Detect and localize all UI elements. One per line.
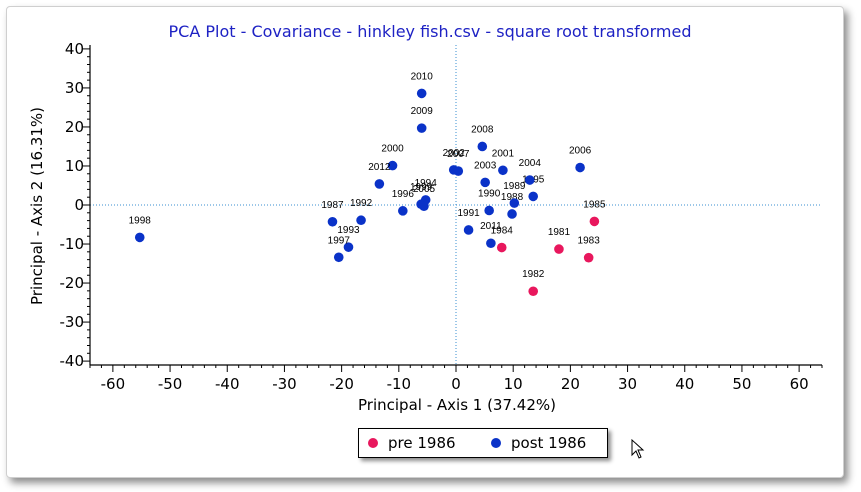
point-label: 1992 bbox=[350, 198, 373, 209]
point-label: 2001 bbox=[492, 148, 515, 159]
chart-panel bbox=[6, 6, 844, 478]
x-tick-label: -20 bbox=[329, 375, 354, 393]
legend-marker-post-1986 bbox=[491, 438, 501, 448]
plot-area: -60 -50 -40 -30 -20 -10 0 10 20 30 40 50 60 -40 -30 -20… bbox=[60, 40, 823, 393]
x-tick-label: 0 bbox=[451, 375, 461, 393]
x-tick-label: 40 bbox=[675, 375, 694, 393]
data-point bbox=[509, 198, 520, 208]
data-point bbox=[134, 232, 145, 243]
data-point bbox=[496, 242, 507, 253]
point-label: 2002 bbox=[443, 148, 466, 159]
data-point bbox=[419, 201, 429, 211]
data-point bbox=[416, 123, 427, 133]
data-point bbox=[528, 286, 539, 297]
data-point bbox=[463, 225, 474, 235]
point-label: 1990 bbox=[478, 188, 501, 199]
legend-label-post-1986: post 1986 bbox=[511, 434, 587, 452]
point-label: 1999 bbox=[410, 182, 433, 193]
point-label: 1996 bbox=[392, 189, 415, 200]
chart-legend: pre 1986 post 1986 bbox=[358, 428, 608, 458]
point-label: 2006 bbox=[569, 146, 592, 157]
legend-label-pre-1986: pre 1986 bbox=[388, 434, 456, 452]
point-label: 1989 bbox=[503, 181, 526, 192]
data-point bbox=[583, 252, 594, 263]
y-tick-label: 0 bbox=[74, 196, 84, 214]
point-label: 2004 bbox=[519, 158, 542, 169]
point-label: 2008 bbox=[471, 124, 494, 135]
data-point bbox=[477, 141, 488, 152]
x-tick-label: -10 bbox=[387, 375, 412, 393]
data-point bbox=[524, 175, 535, 185]
data-point bbox=[416, 88, 427, 99]
point-label: 1987 bbox=[321, 200, 344, 211]
point-label: 2012 bbox=[368, 162, 391, 173]
point-label: 1991 bbox=[457, 208, 480, 219]
point-label: 1993 bbox=[337, 225, 360, 236]
y-axis-label: Principal - Axis 2 (16.31%) bbox=[28, 107, 46, 305]
y-tick-label: -10 bbox=[60, 235, 85, 253]
y-tick-label: 10 bbox=[65, 157, 84, 175]
point-label: 1998 bbox=[129, 215, 152, 226]
data-point bbox=[327, 216, 338, 227]
legend-item-pre-1986: pre 1986 bbox=[368, 433, 456, 453]
data-point bbox=[398, 206, 408, 216]
point-label: 2007 bbox=[447, 149, 470, 160]
data-point bbox=[498, 165, 508, 176]
data-point bbox=[554, 244, 564, 254]
legend-marker-pre-1986 bbox=[368, 438, 378, 448]
y-tick-label: 40 bbox=[65, 40, 84, 58]
x-tick-label: 50 bbox=[732, 375, 751, 393]
x-tick-label: 10 bbox=[504, 375, 523, 393]
point-label: 1988 bbox=[501, 192, 524, 203]
y-tick-label: -30 bbox=[60, 313, 85, 331]
mouse-pointer-icon bbox=[631, 439, 645, 459]
point-label: 1983 bbox=[578, 236, 601, 247]
legend-item-post-1986: post 1986 bbox=[491, 433, 586, 453]
data-point bbox=[486, 238, 496, 249]
point-label: 2009 bbox=[411, 106, 434, 117]
x-tick-label: -60 bbox=[101, 375, 126, 393]
point-label: 1982 bbox=[522, 269, 545, 280]
x-axis-label: Principal - Axis 1 (37.42%) bbox=[358, 396, 556, 414]
data-point bbox=[343, 242, 354, 252]
point-label: 1997 bbox=[328, 235, 351, 246]
data-point bbox=[484, 205, 494, 216]
data-point bbox=[589, 216, 600, 227]
point-label: 1985 bbox=[583, 199, 606, 210]
x-tick-label: -50 bbox=[158, 375, 183, 393]
data-point bbox=[374, 179, 385, 189]
data-point bbox=[575, 162, 585, 173]
point-label: 2010 bbox=[411, 71, 434, 82]
data-point bbox=[356, 215, 366, 226]
y-tick-label: -20 bbox=[60, 274, 85, 292]
x-tick-label: -40 bbox=[215, 375, 240, 393]
point-label: 2011 bbox=[480, 221, 502, 232]
point-label: 2000 bbox=[381, 144, 404, 155]
x-tick-label: -30 bbox=[272, 375, 297, 393]
y-tick-label: -40 bbox=[60, 352, 85, 370]
point-label: 1984 bbox=[491, 226, 514, 237]
y-tick-label: 30 bbox=[65, 79, 84, 97]
data-point bbox=[507, 209, 517, 219]
x-tick-label: 20 bbox=[561, 375, 580, 393]
y-tick-label: 20 bbox=[65, 118, 84, 136]
chart-title: PCA Plot - Covariance - hinkley fish.csv… bbox=[169, 22, 692, 41]
x-tick-label: 30 bbox=[618, 375, 637, 393]
point-label: 2005 bbox=[413, 184, 436, 195]
data-point bbox=[453, 166, 464, 176]
data-point bbox=[387, 160, 398, 171]
data-point bbox=[333, 252, 344, 263]
data-point bbox=[480, 177, 490, 188]
point-label: 1981 bbox=[548, 227, 571, 238]
x-tick-label: 60 bbox=[790, 375, 809, 393]
point-label: 1994 bbox=[415, 178, 438, 189]
point-label: 2003 bbox=[474, 160, 497, 171]
data-point bbox=[528, 191, 539, 202]
